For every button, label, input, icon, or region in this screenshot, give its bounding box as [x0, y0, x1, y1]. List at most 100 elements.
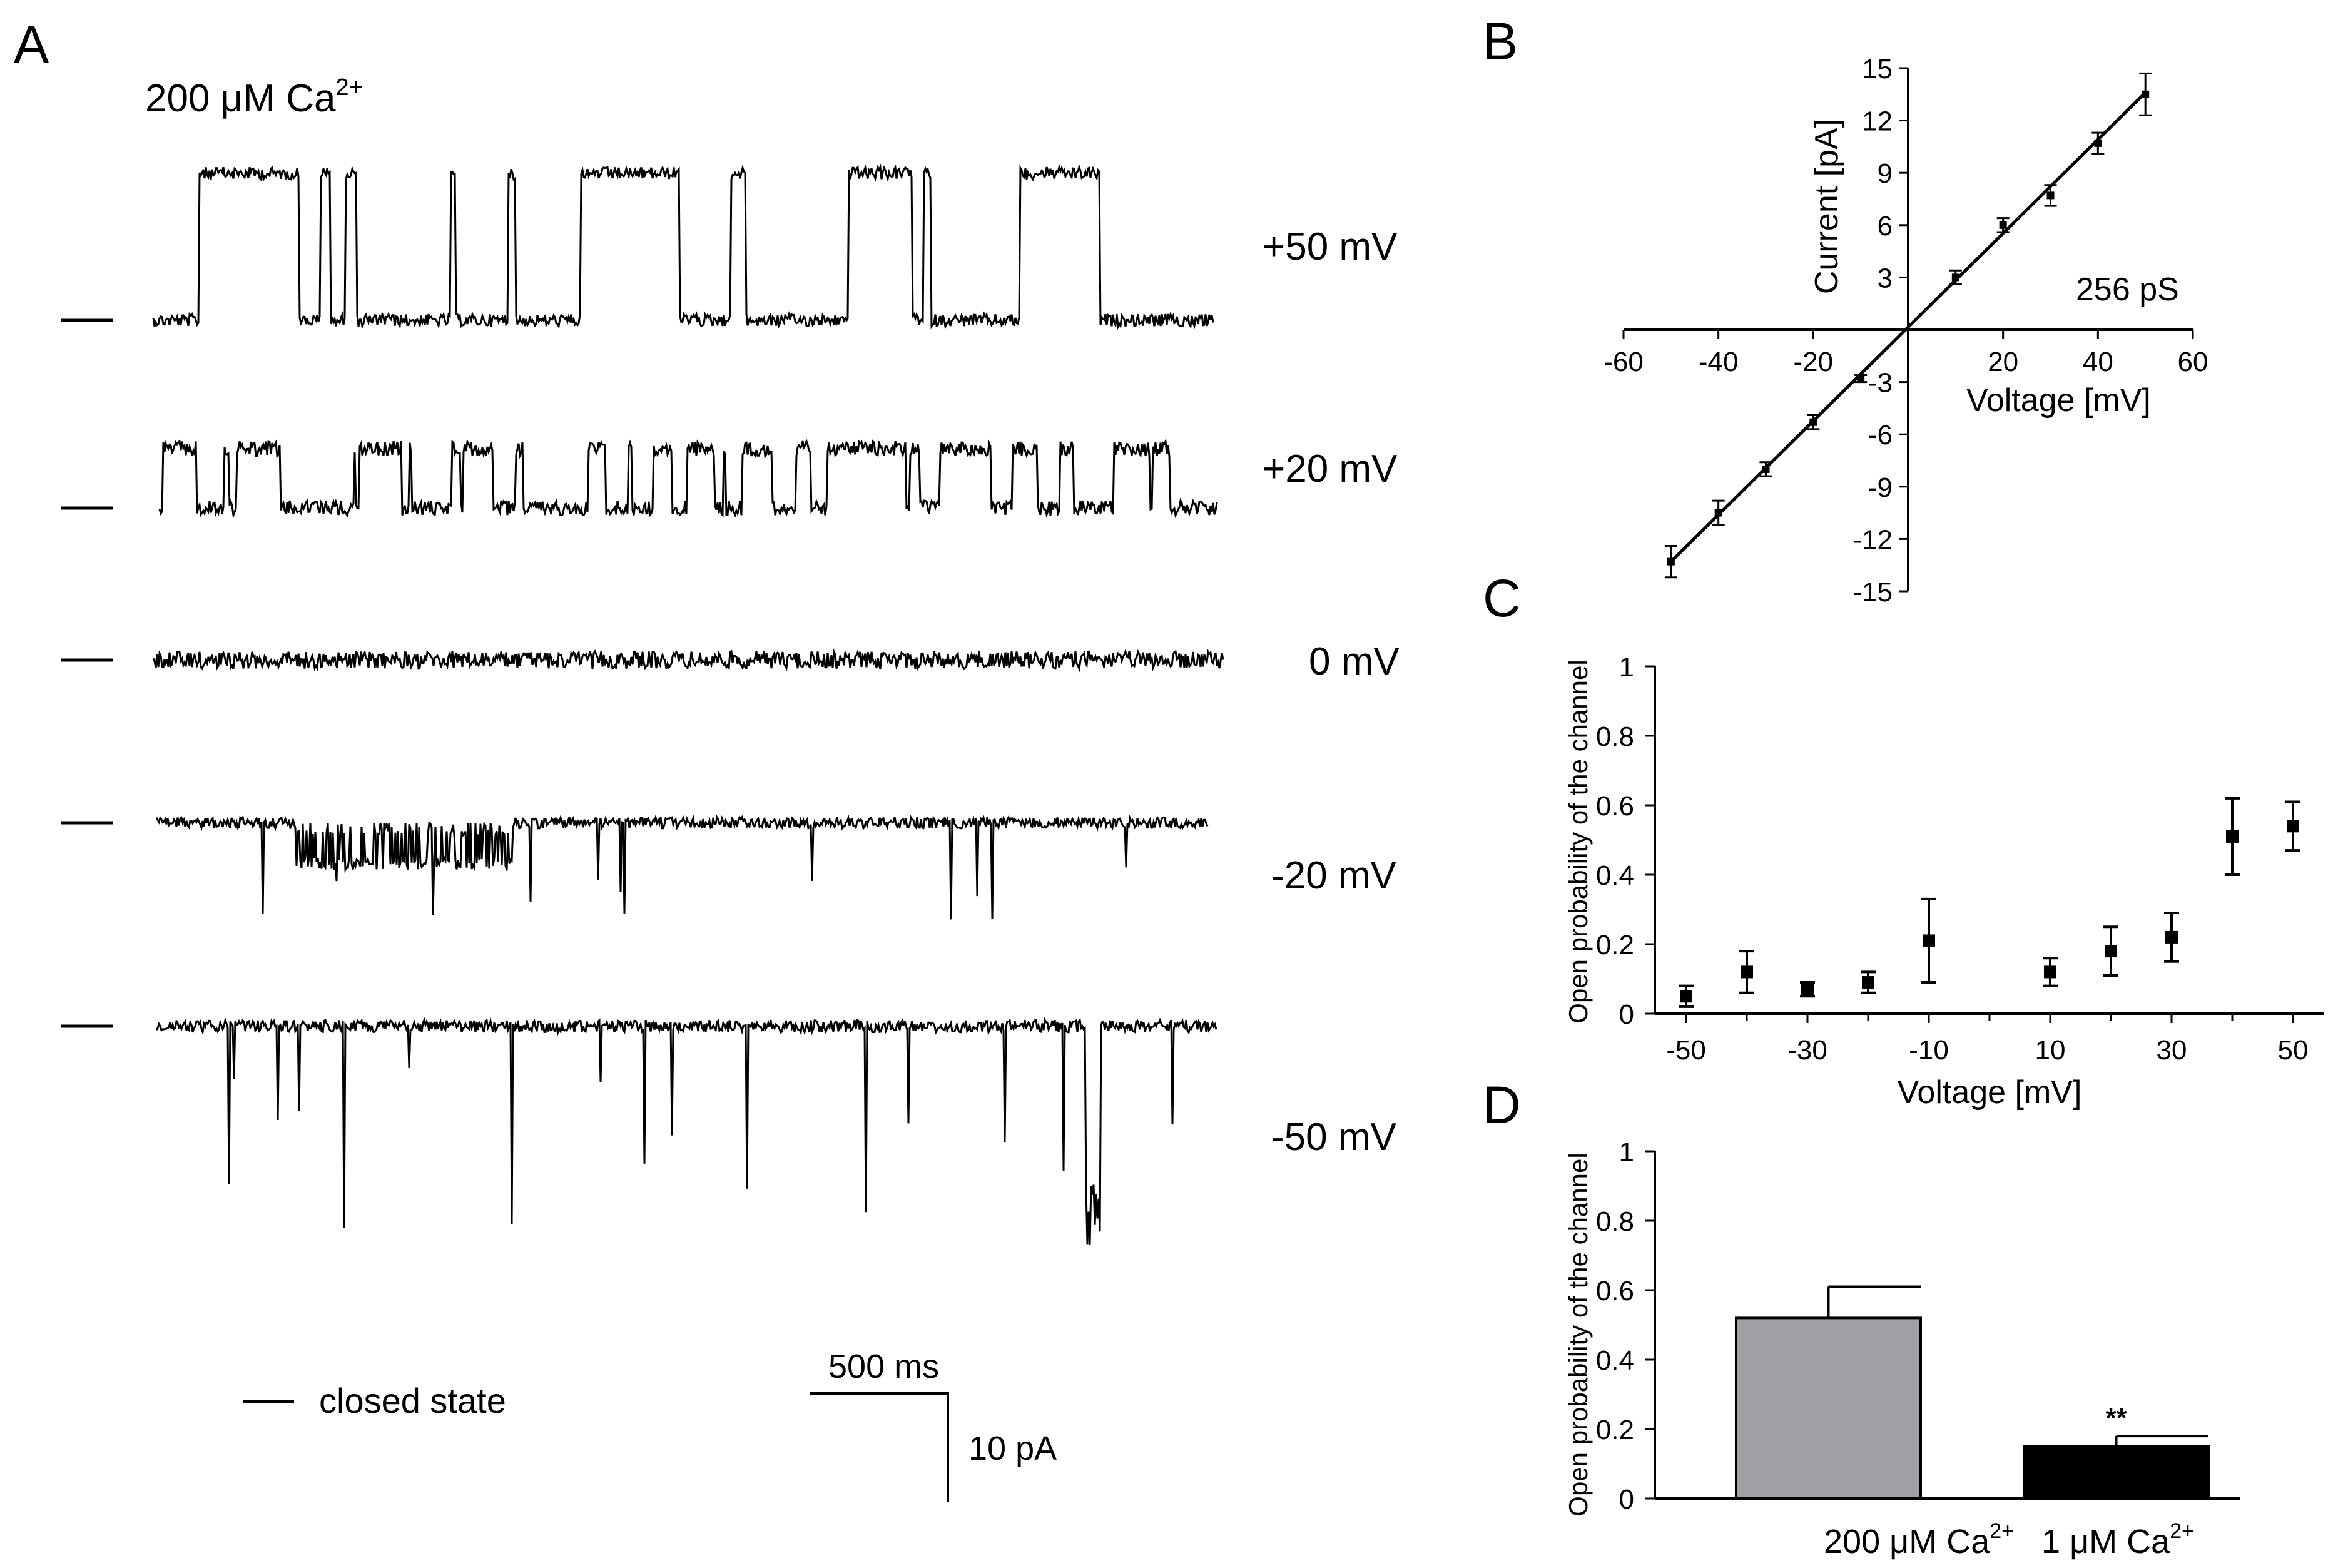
po-y-tick-label: 0.4 [1596, 860, 1634, 891]
iv-conductance-label: 256 pS [2076, 272, 2179, 308]
iv-y-tick-label: -15 [1852, 577, 1893, 608]
panel-a: A 200 μM Ca2+ +50 mV +20 mV 0 mV -20 mV … [14, 15, 1400, 1502]
bar-y-tick-label: 0.4 [1596, 1345, 1634, 1376]
iv-y-tick-label: -6 [1868, 420, 1893, 451]
voltage-label-minus20: -20 mV [1271, 854, 1396, 897]
iv-axes: -60 -40 -20 20 40 60 15 12 9 6 3 -3 -6 -9 -12 -15 [1603, 54, 2208, 608]
trace-plus50 [152, 163, 1214, 330]
iv-x-tick-label: 60 [2178, 347, 2208, 377]
condition-label-sup: 2+ [336, 74, 363, 101]
iv-y-tick-label: -3 [1868, 368, 1893, 399]
condition-label-text: 200 μM Ca [145, 77, 336, 120]
closed-state-legend-label: closed state [319, 1381, 506, 1420]
condition-label: 200 μM Ca2+ [145, 74, 363, 120]
iv-y-tick-label: 3 [1878, 263, 1893, 293]
bar-y-tick-label: 0 [1619, 1484, 1634, 1515]
po-y-tick-label: 0.2 [1596, 930, 1634, 960]
panel-c: C 0 0.2 0.4 0.6 0.8 1 -50 -30 -10 10 30 50 Voltage … [1483, 569, 2324, 1111]
iv-y-tick-label: -12 [1852, 524, 1893, 555]
po-point [2105, 945, 2117, 958]
po-y-tick-label: 0 [1619, 999, 1634, 1030]
panel-letter-d: D [1483, 1076, 1521, 1134]
po-y-tick-label: 0.6 [1596, 791, 1634, 822]
iv-x-tick-label: -60 [1603, 347, 1644, 377]
po-x-axis-label: Voltage [mV] [1898, 1074, 2082, 1111]
po-point [1923, 934, 1935, 947]
bar-category-label-1uM-text: 1 μM Ca [2041, 1523, 2170, 1560]
trace-minus20 [155, 813, 1209, 920]
po-voltage-points [1679, 797, 2300, 1008]
bar-category-label-200uM: 200 μM Ca2+ [1824, 1519, 2014, 1560]
panel-letter-b: B [1483, 12, 1518, 71]
po-point [1801, 983, 1814, 996]
bar-y-tick-label: 0.6 [1596, 1276, 1634, 1306]
trace-minus50 [155, 1017, 1217, 1245]
po-point [2287, 820, 2299, 833]
po-y-tick-label: 1 [1619, 652, 1634, 683]
iv-point [1857, 375, 1865, 383]
po-point [1862, 976, 1874, 989]
bar-y-axis-label: Open probability of the channel [1563, 1153, 1593, 1516]
iv-y-tick-label: 12 [1862, 106, 1893, 137]
panel-letter-c: C [1483, 569, 1521, 628]
iv-y-tick-label: -9 [1868, 472, 1893, 503]
iv-point [1667, 557, 1675, 566]
iv-point [1999, 221, 2007, 229]
bar-y-tick-label: 0.2 [1596, 1415, 1634, 1445]
po-point [2226, 830, 2239, 843]
po-bars: ** [1735, 1285, 2210, 1500]
iv-x-tick-label: -20 [1794, 347, 1834, 377]
bar-y-tick-label: 0.8 [1596, 1206, 1634, 1237]
iv-fit-line [1670, 91, 2147, 563]
iv-y-tick-label: 15 [1862, 54, 1893, 84]
panel-b: B -60 -40 -20 20 40 60 15 12 9 6 3 -3 -6 -9 -12 -15 256… [1483, 12, 2208, 608]
bar-category-label-200uM-sup: 2+ [1990, 1519, 2014, 1543]
po-x-tick-label: 10 [2035, 1035, 2066, 1066]
bar [2023, 1445, 2210, 1500]
iv-point [2142, 90, 2150, 98]
voltage-label-minus50: -50 mV [1271, 1116, 1396, 1159]
voltage-label-plus20: +20 mV [1263, 447, 1398, 491]
iv-point [2094, 139, 2102, 147]
po-y-tick-label: 0.8 [1596, 721, 1634, 752]
po-x-tick-label: -30 [1787, 1035, 1827, 1066]
bar [1735, 1316, 1922, 1500]
po-y-axis-label: Open probability of the channel [1563, 659, 1593, 1023]
trace-0mv [152, 648, 1224, 673]
po-x-tick-label: 30 [2157, 1035, 2187, 1066]
bar-category-label-200uM-text: 200 μM Ca [1824, 1523, 1990, 1560]
iv-x-tick-label: 20 [1988, 347, 2018, 377]
po-point [2044, 965, 2056, 979]
iv-point [1809, 418, 1817, 426]
iv-y-tick-label: 9 [1878, 158, 1893, 189]
iv-x-axis-label: Voltage [mV] [1966, 382, 2151, 419]
iv-x-tick-label: -40 [1699, 347, 1739, 377]
voltage-label-plus50: +50 mV [1263, 225, 1398, 268]
bar-significance: ** [2105, 1403, 2127, 1433]
bar-category-label-1uM-sup: 2+ [2170, 1519, 2194, 1543]
po-point [2165, 930, 2178, 944]
scale-bar-current-label: 10 pA [968, 1430, 1057, 1467]
iv-point [2046, 191, 2055, 200]
voltage-label-0mv: 0 mV [1309, 640, 1400, 683]
panel-letter-a: A [14, 15, 49, 74]
iv-x-tick-label: 40 [2083, 347, 2113, 377]
po-x-tick-label: -50 [1666, 1035, 1706, 1066]
po-point [1741, 965, 1753, 979]
po-x-tick-label: 50 [2278, 1035, 2309, 1066]
iv-y-axis-label: Current [pA] [1809, 119, 1845, 294]
bar-y-tick-label: 1 [1619, 1137, 1634, 1168]
panel-d: D 0 0.2 0.4 0.6 0.8 1 ** Open probability of … [1483, 1076, 2240, 1560]
scale-bar-time-label: 500 ms [828, 1348, 939, 1385]
iv-point [1951, 273, 1959, 282]
bar-category-label-1uM: 1 μM Ca2+ [2041, 1519, 2194, 1560]
iv-points [1664, 72, 2152, 579]
iv-point [1762, 465, 1770, 473]
iv-y-tick-label: 6 [1878, 211, 1893, 242]
po-voltage-axes: 0 0.2 0.4 0.6 0.8 1 -50 -30 -10 10 30 50 [1596, 652, 2324, 1066]
po-point [1680, 990, 1692, 1003]
trace-plus20 [158, 437, 1218, 519]
iv-point [1714, 509, 1722, 517]
scale-bar [810, 1392, 949, 1502]
